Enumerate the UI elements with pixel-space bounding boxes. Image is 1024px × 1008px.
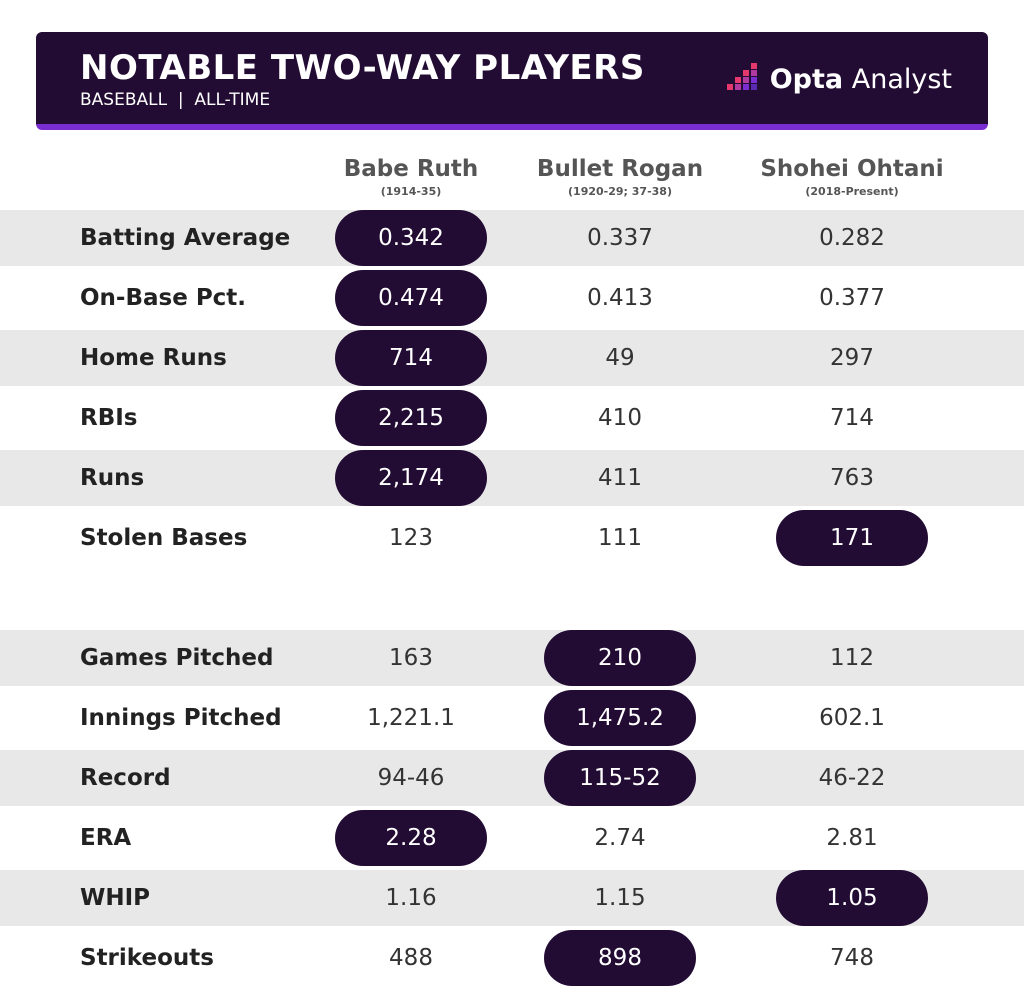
- highlight-cell: 0.342: [335, 210, 487, 266]
- cell: 0.337: [587, 225, 653, 251]
- cell: 2.74: [594, 825, 646, 851]
- highlight-cell: 0.474: [335, 270, 487, 326]
- row-label: Stolen Bases: [80, 525, 248, 551]
- cell: 714: [830, 405, 874, 431]
- highlight-cell: 1,475.2: [544, 690, 696, 746]
- row-label: Games Pitched: [80, 645, 274, 671]
- row-label: ERA: [80, 825, 132, 851]
- highlight-cell: 2,215: [335, 390, 487, 446]
- highlight-cell: 115-52: [544, 750, 696, 806]
- cell: 123: [389, 525, 433, 551]
- row-stripe: [0, 630, 1024, 686]
- row-stripe: [0, 210, 1024, 266]
- highlight-cell: 171: [776, 510, 928, 566]
- cell: 1.16: [385, 885, 437, 911]
- brand-product: Analyst: [851, 64, 952, 95]
- highlight-cell: 210: [544, 630, 696, 686]
- highlight-cell: 2.28: [335, 810, 487, 866]
- cell: 111: [598, 525, 642, 551]
- column-years: (1914-35): [380, 185, 442, 198]
- cell: 2.81: [826, 825, 878, 851]
- cell: 297: [830, 345, 874, 371]
- column-years: (1920-29; 37-38): [568, 185, 672, 198]
- cell: 602.1: [819, 705, 885, 731]
- row-stripe: [0, 450, 1024, 506]
- title: NOTABLE TWO-WAY PLAYERS: [80, 48, 645, 88]
- cell: 411: [598, 465, 642, 491]
- highlight-cell: 2,174: [335, 450, 487, 506]
- row-label: Strikeouts: [80, 945, 214, 971]
- cell: 0.413: [587, 285, 653, 311]
- cell: 488: [389, 945, 433, 971]
- row-label: RBIs: [80, 405, 138, 431]
- brand-name: Opta: [769, 64, 844, 95]
- brand: Opta Analyst: [727, 62, 952, 95]
- cell: 163: [389, 645, 433, 671]
- highlight-cell: 714: [335, 330, 487, 386]
- row-label: Batting Average: [80, 225, 291, 251]
- cell: 748: [830, 945, 874, 971]
- cell: 94-46: [377, 765, 445, 791]
- header: NOTABLE TWO-WAY PLAYERS BASEBALL | ALL-T…: [36, 32, 988, 130]
- subtitle: BASEBALL | ALL-TIME: [80, 90, 271, 110]
- row-label: Innings Pitched: [80, 705, 282, 731]
- row-label: On-Base Pct.: [80, 285, 247, 311]
- column-years: (2018-Present): [805, 185, 899, 198]
- column-name: Bullet Rogan: [536, 156, 704, 182]
- row-stripe: [0, 330, 1024, 386]
- cell: 0.377: [819, 285, 885, 311]
- cell: 49: [605, 345, 635, 371]
- highlight-cell: 898: [544, 930, 696, 986]
- row-label: Home Runs: [80, 345, 227, 371]
- column-name: Shohei Ohtani: [760, 156, 944, 182]
- cell: 1.15: [594, 885, 646, 911]
- column-name: Babe Ruth: [343, 156, 479, 182]
- cell: 763: [830, 465, 874, 491]
- cell: 112: [830, 645, 874, 671]
- cell: 46-22: [818, 765, 886, 791]
- row-label: Runs: [80, 465, 145, 491]
- row-label: WHIP: [80, 885, 151, 911]
- highlight-cell: 1.05: [776, 870, 928, 926]
- cell: 0.282: [819, 225, 885, 251]
- row-label: Record: [80, 765, 171, 791]
- row-stripe: [0, 750, 1024, 806]
- cell: 410: [598, 405, 642, 431]
- cell: 1,221.1: [367, 705, 455, 731]
- brand-icon: [727, 63, 758, 90]
